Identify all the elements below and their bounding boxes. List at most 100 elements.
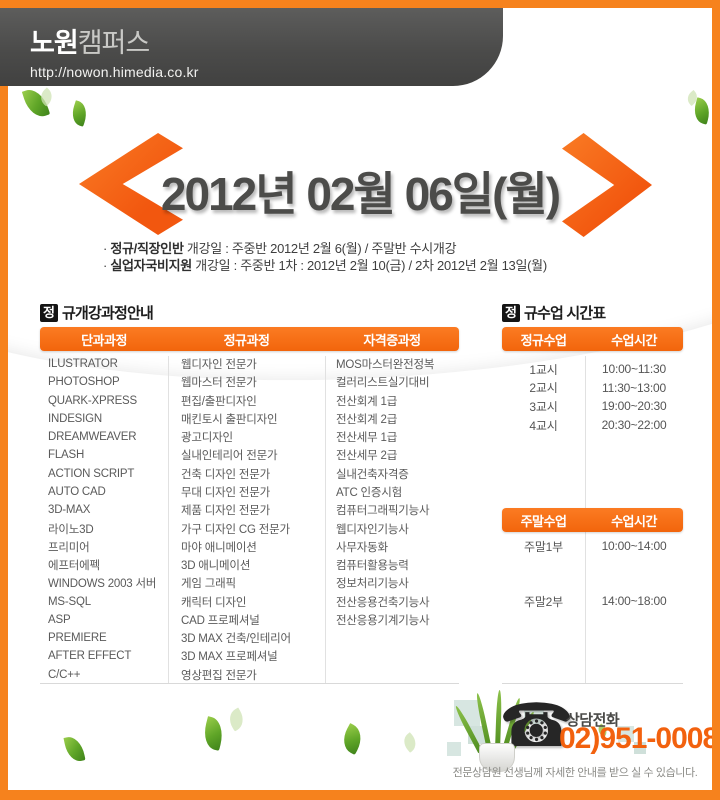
- course-cell: 컬러리스트실기대비: [336, 377, 430, 390]
- course-cell: 웹디자인 전문가: [181, 359, 257, 372]
- course-cell: 실내인테리어 전문가: [181, 450, 278, 463]
- column-header: 정규과정: [223, 332, 270, 348]
- site-header: 노원캠퍼스 http://nowon.himedia.co.kr: [0, 8, 503, 86]
- opening-note-line: · 실업자국비지원 개강일 : 주중반 1차 : 2012년 2월 10(금) …: [103, 258, 547, 273]
- date-title: 2012년 02월 06일(월): [160, 168, 561, 220]
- course-cell: 컴퓨터그래픽기능사: [336, 505, 430, 518]
- column-header: 자격증과정: [363, 332, 421, 348]
- timetable-section-title: 정 규수업 시간표: [502, 302, 606, 323]
- opening-note-line: · 정규/직장인반 개강일 : 주중반 2012년 2월 6(월) / 주말반 …: [103, 241, 457, 256]
- course-cell: MOS마스터완전정복: [336, 359, 435, 372]
- campus-title-bold: 노원: [30, 28, 79, 58]
- course-cell: INDESIGN: [48, 412, 102, 425]
- course-cell: 캐릭터 디자인: [181, 596, 247, 609]
- course-cell: 웹마스터 전문가: [181, 377, 257, 390]
- section-badge: 정: [502, 303, 520, 322]
- time-cell: 1교시: [529, 362, 558, 377]
- section-label: 규수업 시간표: [524, 305, 606, 322]
- course-cell: 컴퓨터활용능력: [336, 560, 409, 573]
- course-cell: AFTER EFFECT: [48, 650, 132, 663]
- course-cell: 제품 디자인 전문가: [181, 505, 271, 518]
- leaf-icon: [200, 716, 227, 751]
- note-label: 실업자국비지원: [110, 258, 192, 273]
- course-cell: PHOTOSHOP: [48, 376, 120, 389]
- course-cell: 건축 디자인 전문가: [181, 468, 271, 481]
- time-cell: 주말2부: [524, 594, 563, 609]
- courses-section-title: 정 규개강과정안내: [40, 302, 154, 323]
- column-divider: [168, 356, 169, 683]
- course-cell: ACTION SCRIPT: [48, 467, 135, 480]
- course-cell: 편집/출판디자인: [181, 395, 257, 408]
- course-cell: 에프터에펙: [48, 560, 100, 573]
- note-text: 개강일 : 주중반 2012년 2월 6(월) / 주말반 수시개강: [183, 241, 457, 256]
- note-text: 개강일 : 주중반 1차 : 2012년 2월 10(금) / 2차 2012년…: [191, 258, 547, 273]
- opening-notes: · 정규/직장인반 개강일 : 주중반 2012년 2월 6(월) / 주말반 …: [103, 240, 547, 274]
- timetable-body: 1교시 10:00~11:30 2교시 11:30~13:00 3교시 19:00~20:…: [502, 355, 683, 684]
- section-badge: 정: [40, 303, 58, 322]
- note-label: 정규/직장인반: [110, 241, 184, 256]
- call-caption: 전문상담원 선생님께 자세한 안내를 받으 실 수 있습니다.: [452, 767, 698, 779]
- course-cell: 프리미어: [48, 541, 90, 554]
- campus-title-rest: 캠퍼스: [77, 28, 151, 58]
- column-header: 수업시간: [611, 332, 657, 348]
- course-cell: 광고디자인: [181, 432, 233, 445]
- course-cell: ATC 인증시험: [336, 486, 403, 499]
- course-cell: AUTO CAD: [48, 485, 106, 498]
- course-cell: QUARK-XPRESS: [48, 394, 137, 407]
- time-cell: 10:00~14:00: [601, 539, 667, 553]
- column-header: 단과과정: [81, 332, 127, 348]
- mosaic-decor: [634, 742, 646, 754]
- course-cell: 라이노3D: [48, 523, 94, 536]
- phone-number: 02)951-0008: [559, 722, 719, 755]
- course-cell: 전산회계 2급: [336, 413, 398, 426]
- weekend-row: 주말1부 10:00~14:00: [502, 537, 683, 555]
- course-cell: 전산회계 1급: [336, 395, 398, 408]
- section-label: 규개강과정안내: [62, 305, 154, 322]
- courses-table-body: ILUSTRATOR 웹디자인 전문가 MOS마스터완전정복 PHOTOSHOP 웹마스…: [40, 355, 459, 684]
- time-cell: 11:30~13:00: [602, 380, 666, 395]
- time-cell: 10:00~11:30: [602, 362, 666, 377]
- campus-title: 노원캠퍼스: [30, 21, 503, 60]
- weekend-times-header: 주말수업 수업시간: [502, 508, 683, 532]
- course-cell: WINDOWS 2003 서버: [48, 578, 157, 591]
- course-cell: 3D MAX 프로페셔널: [181, 651, 278, 664]
- weekend-row: 주말2부 14:00~18:00: [502, 592, 683, 610]
- time-cell: 14:00~18:00: [601, 594, 667, 608]
- course-cell: 가구 디자인 CG 전문가: [181, 523, 290, 536]
- course-cell: 실내건축자격증: [336, 468, 409, 481]
- course-cell: PREMIERE: [48, 632, 107, 645]
- course-cell: 게임 그래픽: [181, 578, 236, 591]
- course-cell: [325, 647, 459, 665]
- mosaic-decor: [447, 742, 461, 756]
- course-cell: ILUSTRATOR: [48, 358, 118, 371]
- course-cell: 3D-MAX: [48, 504, 91, 517]
- time-cell: 4교시: [529, 418, 558, 433]
- course-cell: 3D 애니메이션: [181, 560, 251, 573]
- time-cell: 20:30~22:00: [601, 418, 667, 433]
- leaf-icon: [63, 734, 86, 764]
- leaf-icon: [225, 707, 248, 732]
- course-cell: 전산응용건축기능사: [336, 596, 430, 609]
- time-cell: 19:00~20:30: [601, 399, 667, 414]
- course-cell: [325, 629, 459, 647]
- time-cell: 2교시: [529, 381, 558, 396]
- time-cell: 주말1부: [524, 539, 563, 554]
- course-cell: 웹디자인기능사: [336, 523, 409, 536]
- course-cell: 3D MAX 건축/인테리어: [181, 633, 291, 646]
- course-cell: ASP: [48, 613, 71, 626]
- course-cell: C/C++: [48, 668, 81, 681]
- course-cell: 사무자동화: [336, 541, 388, 554]
- column-header: 정규수업: [520, 332, 567, 348]
- leaf-icon: [338, 723, 367, 755]
- site-url[interactable]: http://nowon.himedia.co.kr: [30, 64, 199, 80]
- course-cell: 전산세무 1급: [336, 432, 398, 445]
- courses-table-header: 단과과정 정규과정 자격증과정: [40, 327, 459, 351]
- course-cell: DREAMWEAVER: [48, 431, 137, 444]
- course-cell: 전산세무 2급: [336, 450, 398, 463]
- course-cell: 마야 애니메이션: [181, 541, 257, 554]
- call-label: 상담전화: [566, 712, 620, 729]
- leaf-icon: [68, 100, 91, 127]
- course-cell: MS-SQL: [48, 595, 91, 608]
- regular-times-header: 정규수업 수업시간: [502, 327, 683, 351]
